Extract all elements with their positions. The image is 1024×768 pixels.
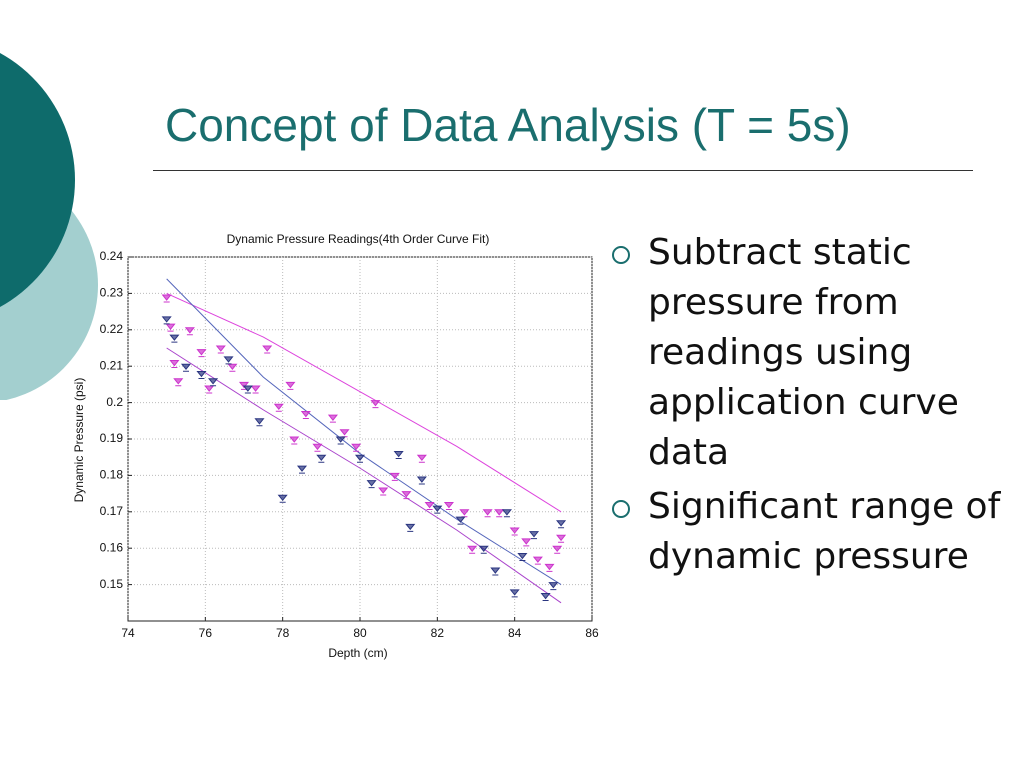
slide-title: Concept of Data Analysis (T = 5s) (165, 99, 851, 151)
x-tick-label: 74 (121, 626, 135, 640)
data-point (556, 534, 567, 543)
data-point (517, 552, 528, 561)
data-point (223, 356, 234, 365)
data-point (296, 465, 308, 474)
data-point (204, 385, 215, 394)
data-point (548, 582, 559, 591)
data-point (169, 334, 180, 343)
y-tick-label: 0.16 (100, 540, 124, 554)
y-tick-label: 0.19 (100, 431, 124, 445)
y-tick-label: 0.2 (106, 395, 123, 409)
data-point (300, 411, 311, 420)
chart: Dynamic Pressure Readings(4th Order Curv… (72, 232, 599, 660)
x-tick-label: 78 (276, 626, 290, 640)
x-tick-label: 86 (585, 626, 599, 640)
data-point (327, 414, 338, 423)
data-point (455, 516, 466, 525)
data-point (443, 502, 454, 511)
y-tick-label: 0.15 (100, 577, 124, 591)
bullet-list: Subtract static pressure from readings u… (612, 228, 1007, 586)
y-tick-label: 0.24 (100, 249, 124, 263)
data-point (416, 454, 427, 463)
deco-circle-dark (0, 53, 75, 307)
data-point (173, 378, 184, 387)
x-tick-label: 76 (199, 626, 213, 640)
data-point (180, 363, 192, 372)
data-point (378, 487, 389, 496)
fit-line (166, 347, 562, 604)
data-point (254, 418, 265, 427)
data-point (556, 520, 567, 529)
chart-title: Dynamic Pressure Readings(4th Order Curv… (227, 232, 490, 246)
data-point (494, 509, 505, 518)
data-point (351, 443, 362, 452)
data-point (432, 505, 443, 514)
data-point (250, 385, 261, 394)
data-point (169, 360, 180, 369)
data-point (540, 593, 551, 602)
data-point (277, 494, 288, 503)
data-point (482, 509, 493, 518)
data-point (196, 370, 207, 379)
data-point (467, 545, 478, 554)
data-point (521, 538, 532, 547)
data-point (165, 323, 176, 332)
data-point (370, 400, 381, 409)
data-point (490, 567, 501, 576)
bullet: Subtract static pressure from readings u… (612, 228, 1007, 478)
fit-line (166, 278, 562, 586)
data-point (316, 454, 327, 463)
data-point (208, 378, 219, 387)
data-point (389, 472, 400, 481)
data-point (273, 403, 284, 412)
data-point (289, 436, 300, 445)
fit-line (166, 292, 562, 513)
data-point (285, 381, 296, 390)
data-point (405, 523, 416, 532)
bullet: Significant range of dynamic pressure (612, 482, 1007, 582)
data-point (552, 545, 563, 554)
x-tick-label: 84 (508, 626, 522, 640)
y-axis-label: Dynamic Pressure (psi) (72, 378, 86, 503)
data-point (161, 294, 172, 303)
data-point (262, 345, 273, 354)
data-point (242, 385, 253, 394)
x-tick-label: 80 (353, 626, 367, 640)
data-point (532, 556, 543, 565)
data-point (215, 345, 226, 354)
data-point (312, 443, 323, 452)
data-point (501, 509, 512, 518)
y-tick-label: 0.23 (100, 286, 124, 300)
data-point (416, 476, 427, 485)
data-point (335, 436, 346, 445)
title-rule (153, 170, 973, 171)
data-point (354, 454, 366, 463)
y-tick-label: 0.22 (100, 322, 124, 336)
data-point (161, 316, 172, 325)
data-point (196, 349, 207, 358)
x-tick-label: 82 (431, 626, 445, 640)
data-point (401, 491, 412, 500)
y-tick-label: 0.21 (100, 358, 124, 372)
data-point (184, 327, 195, 336)
data-point (424, 502, 435, 511)
data-point (509, 527, 520, 536)
y-tick-label: 0.18 (100, 468, 124, 482)
y-tick-label: 0.17 (100, 504, 124, 518)
data-point (509, 589, 520, 598)
data-point (366, 480, 377, 489)
data-point (478, 545, 489, 554)
data-point (544, 563, 555, 572)
data-point (393, 451, 404, 460)
data-point (227, 363, 238, 372)
x-axis-label: Depth (cm) (328, 646, 387, 660)
decoration (0, 53, 98, 400)
data-point (528, 531, 540, 540)
